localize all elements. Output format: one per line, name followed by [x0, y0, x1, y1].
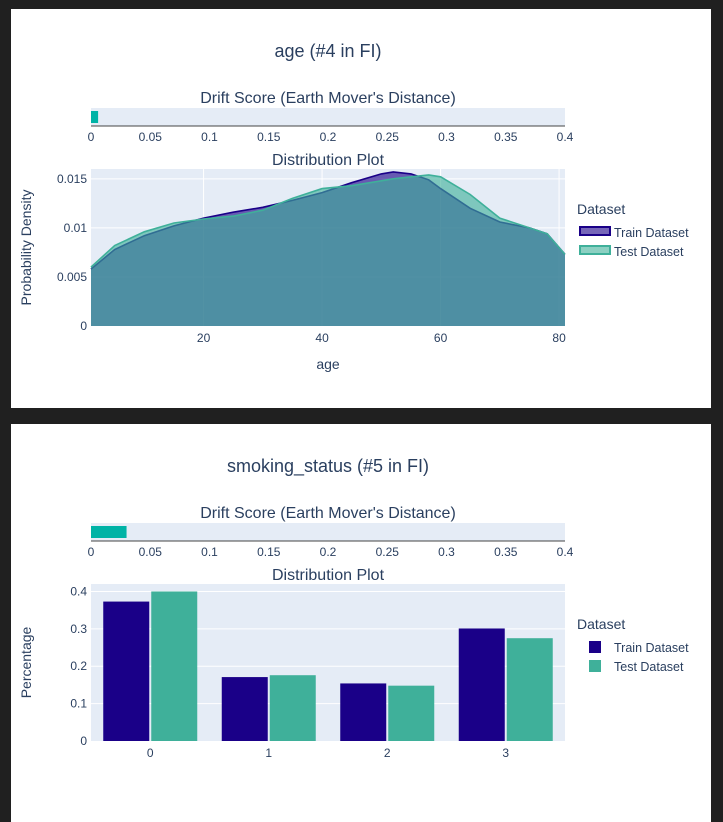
- test-density-area: [91, 174, 565, 326]
- drift-score-title: Drift Score (Earth Mover's Distance): [200, 505, 456, 522]
- drift-tick-label: 0.05: [139, 130, 163, 144]
- y-tick-label: 0.01: [64, 221, 88, 235]
- drift-plot-background: [91, 108, 565, 126]
- drift-tick-label: 0.4: [557, 545, 574, 559]
- drift-tick-label: 0.3: [438, 130, 455, 144]
- x-tick-label: 3: [502, 746, 509, 760]
- legend-swatch-train: [589, 641, 601, 653]
- y-tick-label: 0: [80, 734, 87, 748]
- age-chart-panel: age (#4 in FI) Drift Score (Earth Mover's…: [11, 9, 711, 408]
- train-bar: [340, 683, 387, 741]
- drift-tick-label: 0.35: [494, 545, 518, 559]
- legend-title: Dataset: [577, 616, 625, 632]
- drift-score-bar: [91, 526, 127, 538]
- legend-label-test: Test Dataset: [614, 660, 684, 674]
- legend-label-train: Train Dataset: [614, 226, 689, 240]
- y-axis-label: Probability Density: [18, 190, 34, 306]
- legend-swatch-test: [589, 660, 601, 672]
- x-tick-label: 20: [197, 331, 211, 345]
- drift-tick-label: 0: [88, 545, 95, 559]
- drift-tick-label: 0.35: [494, 130, 518, 144]
- distribution-plot-title: Distribution Plot: [272, 152, 385, 169]
- y-tick-label: 0.015: [57, 172, 87, 186]
- test-bar: [151, 591, 198, 741]
- drift-score-title: Drift Score (Earth Mover's Distance): [200, 90, 456, 107]
- distribution-plot-title: Distribution Plot: [272, 567, 385, 584]
- x-tick-label: 2: [384, 746, 391, 760]
- test-bar: [269, 675, 316, 741]
- drift-tick-label: 0.25: [376, 130, 400, 144]
- legend-title: Dataset: [577, 201, 625, 217]
- smoking-status-chart-panel: smoking_status (#5 in FI) Drift Score (Ea…: [11, 424, 711, 822]
- legend-label-test: Test Dataset: [614, 245, 684, 259]
- y-axis-label: Percentage: [18, 626, 34, 698]
- y-tick-label: 0.2: [70, 659, 87, 673]
- y-tick-label: 0.3: [70, 622, 87, 636]
- drift-tick-label: 0.1: [201, 130, 218, 144]
- y-tick-label: 0: [80, 319, 87, 333]
- drift-tick-label: 0.4: [557, 130, 574, 144]
- x-tick-label: 60: [434, 331, 448, 345]
- x-tick-label: 1: [265, 746, 272, 760]
- age-chart-svg: age (#4 in FI) Drift Score (Earth Mover's…: [18, 41, 689, 372]
- drift-tick-label: 0.3: [438, 545, 455, 559]
- y-tick-label: 0.1: [70, 697, 87, 711]
- legend-label-train: Train Dataset: [614, 641, 689, 655]
- drift-tick-label: 0.15: [257, 545, 281, 559]
- y-tick-label: 0.005: [57, 270, 87, 284]
- x-tick-label: 40: [315, 331, 329, 345]
- drift-plot-background: [91, 523, 565, 541]
- figure-title: age (#4 in FI): [274, 41, 381, 61]
- test-bar: [506, 638, 553, 741]
- x-tick-label: 80: [552, 331, 566, 345]
- train-bar: [221, 677, 268, 741]
- drift-tick-label: 0.15: [257, 130, 281, 144]
- legend-swatch-train: [579, 226, 611, 236]
- drift-tick-label: 0.2: [320, 130, 337, 144]
- drift-tick-label: 0.25: [376, 545, 400, 559]
- x-axis-label: age: [316, 356, 340, 372]
- drift-tick-label: 0.05: [139, 545, 163, 559]
- x-tick-label: 0: [147, 746, 154, 760]
- figure-title: smoking_status (#5 in FI): [227, 456, 429, 477]
- drift-tick-label: 0.2: [320, 545, 337, 559]
- legend-swatch-test: [579, 245, 611, 255]
- train-bar: [458, 628, 505, 741]
- drift-tick-label: 0: [88, 130, 95, 144]
- drift-tick-label: 0.1: [201, 545, 218, 559]
- train-bar: [103, 601, 150, 741]
- y-tick-label: 0.4: [70, 584, 87, 598]
- smoking-status-chart-svg: smoking_status (#5 in FI) Drift Score (Ea…: [18, 456, 689, 760]
- drift-score-bar: [91, 111, 99, 123]
- test-bar: [388, 685, 435, 741]
- test-density-line: [90, 174, 566, 268]
